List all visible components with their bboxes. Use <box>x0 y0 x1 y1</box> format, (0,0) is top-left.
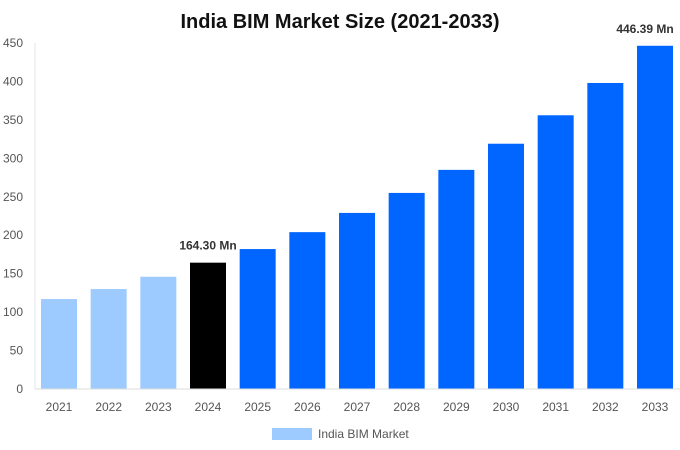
y-tick-label: 50 <box>10 344 24 358</box>
legend-swatch <box>272 428 312 440</box>
bar-2029[interactable] <box>438 169 475 389</box>
bars <box>41 45 673 389</box>
x-tick-label: 2029 <box>443 400 470 414</box>
bar-2033[interactable] <box>637 45 673 389</box>
bar-2024[interactable] <box>190 262 226 389</box>
y-tick-label: 200 <box>3 228 23 242</box>
x-tick-label: 2021 <box>46 400 73 414</box>
x-tick-label: 2023 <box>145 400 172 414</box>
bar-2021[interactable] <box>41 299 77 389</box>
x-tick-label: 2024 <box>195 400 222 414</box>
y-tick-label: 0 <box>16 382 23 396</box>
x-tick-label: 2031 <box>542 400 569 414</box>
x-tick-label: 2032 <box>592 400 619 414</box>
bar-2032[interactable] <box>587 82 624 389</box>
x-tick-label: 2033 <box>642 400 669 414</box>
bar-2028[interactable] <box>388 192 425 389</box>
y-tick-label: 250 <box>3 190 23 204</box>
y-tick-label: 400 <box>3 74 23 88</box>
y-tick-label: 100 <box>3 305 23 319</box>
x-tick-label: 2025 <box>244 400 271 414</box>
legend-label: India BIM Market <box>318 427 409 441</box>
y-axis: 0 50 100 150 200 250 300 350 400 450 <box>3 36 36 396</box>
x-tick-label: 2028 <box>393 400 420 414</box>
data-label: 446.39 Mn <box>616 22 673 36</box>
x-tick-label: 2022 <box>95 400 122 414</box>
legend[interactable]: India BIM Market <box>272 427 409 441</box>
bar-2025[interactable] <box>239 249 276 389</box>
bar-2031[interactable] <box>537 115 574 389</box>
x-tick-label: 2027 <box>344 400 371 414</box>
x-tick-label: 2030 <box>493 400 520 414</box>
x-tick-label: 2026 <box>294 400 321 414</box>
bar-2030[interactable] <box>488 143 524 389</box>
bar-2026[interactable] <box>289 232 326 389</box>
y-tick-label: 150 <box>3 267 23 281</box>
y-tick-label: 450 <box>3 36 23 50</box>
bar-2023[interactable] <box>140 276 177 389</box>
data-labels: 164.30 Mn 446.39 Mn <box>179 22 673 253</box>
chart-title: India BIM Market Size (2021-2033) <box>180 11 499 33</box>
x-axis: 2021 2022 2023 2024 2025 2026 2027 2028 2029 2030… <box>35 388 680 414</box>
bar-2022[interactable] <box>90 289 127 389</box>
y-tick-label: 350 <box>3 113 23 127</box>
y-tick-label: 300 <box>3 151 23 165</box>
bar-2027[interactable] <box>339 212 375 389</box>
data-label: 164.30 Mn <box>179 239 236 253</box>
